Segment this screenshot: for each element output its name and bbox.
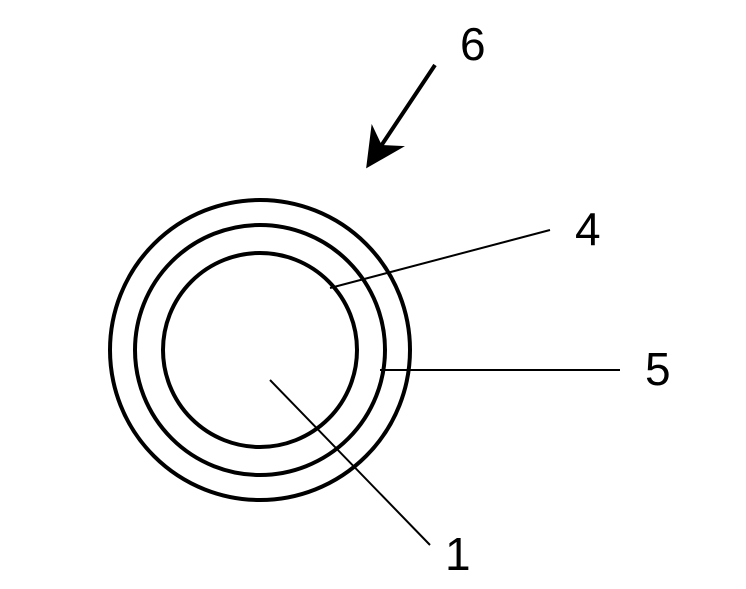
leader-1 (270, 380, 430, 545)
outer-circle (110, 200, 410, 500)
label-6: 6 (460, 18, 486, 70)
middle-circle (135, 225, 385, 475)
label-1: 1 (445, 528, 471, 580)
label-5: 5 (645, 343, 671, 395)
inner-circle (163, 253, 357, 447)
diagram-svg: 6 4 5 1 (0, 0, 746, 589)
label-4: 4 (575, 203, 601, 255)
arrow-6 (375, 65, 435, 155)
